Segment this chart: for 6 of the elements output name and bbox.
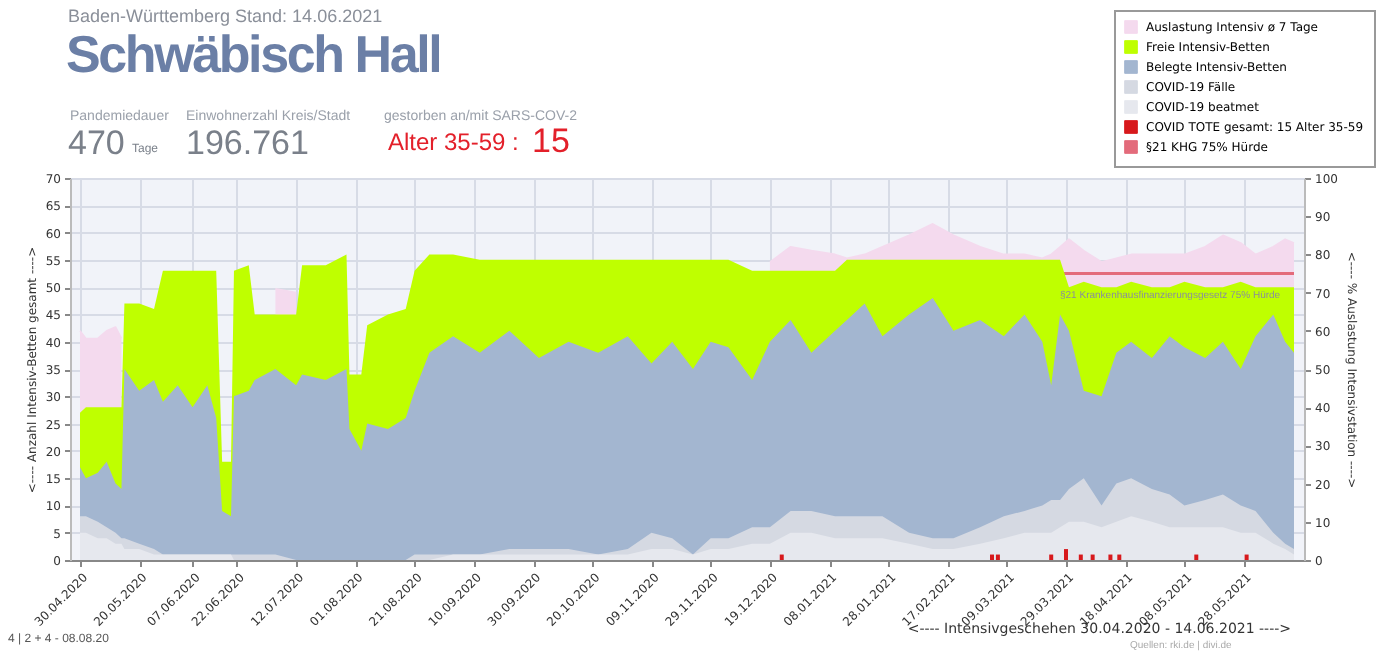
text: 15: [532, 122, 570, 160]
text: 196.761: [186, 124, 309, 162]
text: Alter 35-59 :: [388, 128, 519, 156]
chart-title: Schwäbisch Hall: [66, 24, 441, 84]
chart-subtitle: Baden-Württemberg Stand: 14.06.2021: [68, 6, 383, 26]
text: 470: [68, 124, 125, 162]
